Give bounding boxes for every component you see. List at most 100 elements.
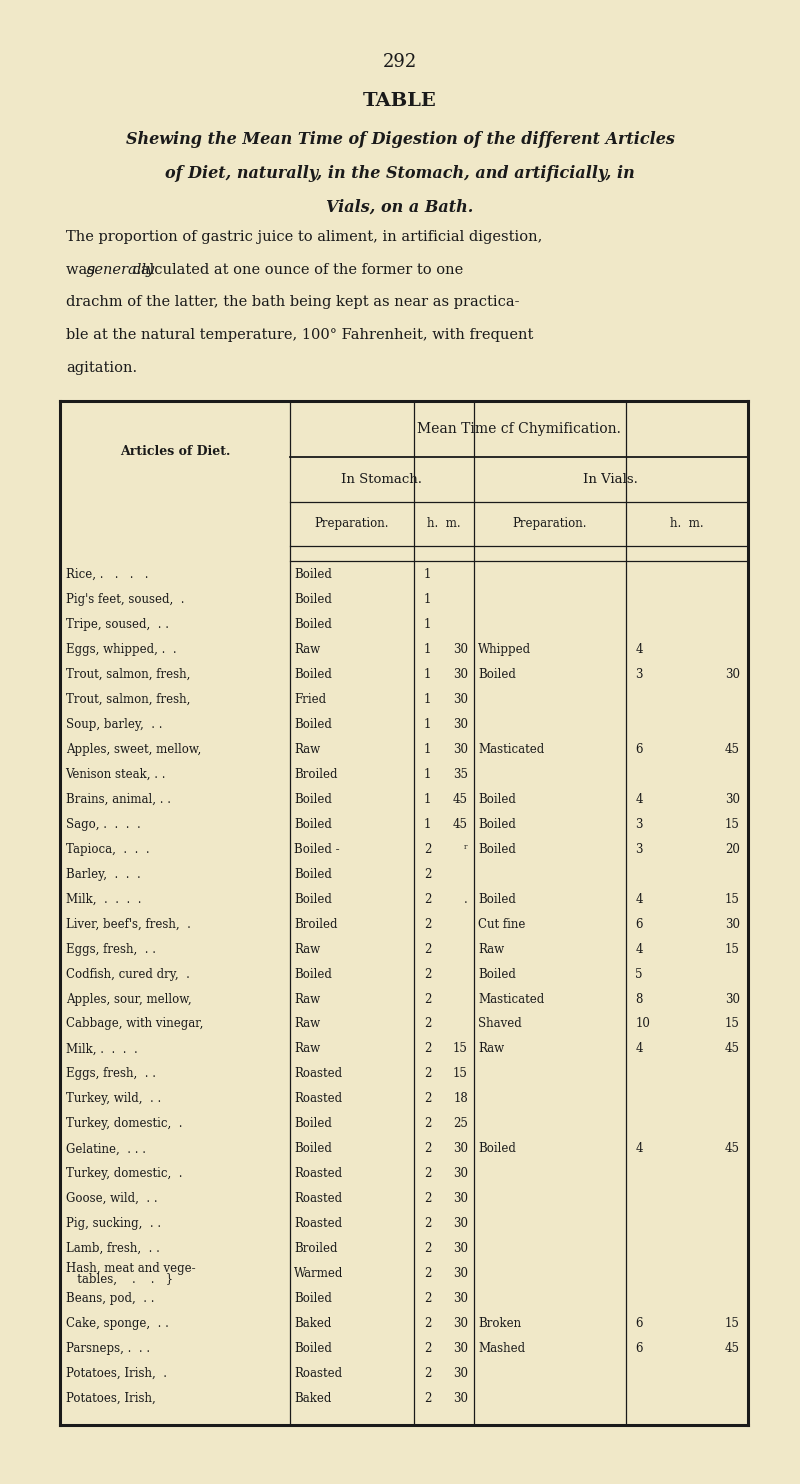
Text: 1: 1: [424, 568, 431, 582]
Text: 30: 30: [453, 693, 468, 706]
Text: 45: 45: [725, 1342, 740, 1355]
Text: Raw: Raw: [478, 942, 505, 956]
Text: 2: 2: [424, 993, 431, 1006]
Text: agitation.: agitation.: [66, 361, 138, 374]
Text: Broiled: Broiled: [294, 767, 338, 781]
Text: 2: 2: [424, 1168, 431, 1180]
Text: Pig's feet, soused,  .: Pig's feet, soused, .: [66, 594, 184, 605]
Text: 15: 15: [725, 893, 740, 905]
Text: .: .: [464, 893, 468, 905]
Text: Masticated: Masticated: [478, 993, 545, 1006]
Text: 2: 2: [424, 1018, 431, 1030]
Text: Tapioca,  .  .  .: Tapioca, . . .: [66, 843, 150, 856]
Text: Boiled: Boiled: [478, 968, 516, 981]
Text: Eggs, fresh,  . .: Eggs, fresh, . .: [66, 1067, 156, 1080]
Text: 15: 15: [453, 1067, 468, 1080]
Text: Raw: Raw: [478, 1042, 505, 1055]
Text: 30: 30: [453, 1342, 468, 1355]
Text: 25: 25: [453, 1117, 468, 1131]
Text: 30: 30: [725, 917, 740, 930]
Text: Gelatine,  . . .: Gelatine, . . .: [66, 1143, 146, 1156]
Text: 2: 2: [424, 1143, 431, 1156]
Text: 4: 4: [635, 893, 642, 905]
Text: 2: 2: [424, 917, 431, 930]
Text: Cabbage, with vinegar,: Cabbage, with vinegar,: [66, 1018, 203, 1030]
Text: 45: 45: [725, 1143, 740, 1156]
Text: Boiled: Boiled: [294, 668, 332, 681]
Text: Codfish, cured dry,  .: Codfish, cured dry, .: [66, 968, 190, 981]
Text: Milk, .  .  .  .: Milk, . . . .: [66, 1042, 138, 1055]
Text: 30: 30: [453, 1192, 468, 1205]
Text: 4: 4: [635, 1143, 642, 1156]
Text: 2: 2: [424, 1042, 431, 1055]
Text: Boiled: Boiled: [294, 868, 332, 880]
Text: 8: 8: [635, 993, 642, 1006]
Text: h.  m.: h. m.: [670, 518, 704, 530]
Text: Boiled: Boiled: [478, 668, 516, 681]
Text: Apples, sour, mellow,: Apples, sour, mellow,: [66, 993, 191, 1006]
Text: Turkey, wild,  . .: Turkey, wild, . .: [66, 1092, 161, 1106]
Text: 30: 30: [453, 1143, 468, 1156]
Text: Raw: Raw: [294, 942, 321, 956]
Text: 30: 30: [453, 1316, 468, 1330]
Text: tables,    .    .   }: tables, . . }: [66, 1273, 173, 1285]
Text: Eggs, whipped, .  .: Eggs, whipped, . .: [66, 643, 176, 656]
Text: 35: 35: [453, 767, 468, 781]
Text: 15: 15: [725, 1316, 740, 1330]
Text: 1: 1: [424, 792, 431, 806]
Text: Venison steak, . .: Venison steak, . .: [66, 767, 166, 781]
Text: 1: 1: [424, 767, 431, 781]
Text: Tripe, soused,  . .: Tripe, soused, . .: [66, 619, 169, 631]
Text: h.  m.: h. m.: [427, 518, 461, 530]
Text: Milk,  .  .  .  .: Milk, . . . .: [66, 893, 141, 905]
Text: In Vials.: In Vials.: [583, 473, 638, 485]
Text: 2: 2: [424, 1117, 431, 1131]
Text: In Stomach.: In Stomach.: [341, 473, 422, 485]
Text: Rice, .   .   .   .: Rice, . . . .: [66, 568, 148, 582]
Text: Boiled: Boiled: [294, 1143, 332, 1156]
Text: 45: 45: [725, 743, 740, 755]
Text: Roasted: Roasted: [294, 1217, 342, 1230]
Text: Raw: Raw: [294, 1042, 321, 1055]
Text: 6: 6: [635, 1316, 642, 1330]
Text: 45: 45: [453, 818, 468, 831]
Text: 1: 1: [424, 643, 431, 656]
Text: 2: 2: [424, 1367, 431, 1380]
Text: Boiled: Boiled: [478, 818, 516, 831]
Text: 45: 45: [453, 792, 468, 806]
Text: Boiled: Boiled: [294, 818, 332, 831]
Text: Eggs, fresh,  . .: Eggs, fresh, . .: [66, 942, 156, 956]
Text: Broken: Broken: [478, 1316, 522, 1330]
Text: Cake, sponge,  . .: Cake, sponge, . .: [66, 1316, 169, 1330]
Text: Liver, beef's, fresh,  .: Liver, beef's, fresh, .: [66, 917, 190, 930]
Text: Boiled: Boiled: [294, 893, 332, 905]
Text: Boiled: Boiled: [294, 792, 332, 806]
Text: Lamb, fresh,  . .: Lamb, fresh, . .: [66, 1242, 159, 1255]
Text: 2: 2: [424, 1067, 431, 1080]
Text: 2: 2: [424, 1242, 431, 1255]
Text: 2: 2: [424, 868, 431, 880]
Text: TABLE: TABLE: [363, 92, 437, 110]
Text: Raw: Raw: [294, 1018, 321, 1030]
Text: 30: 30: [725, 792, 740, 806]
Text: Shewing the Mean Time of Digestion of the different Articles: Shewing the Mean Time of Digestion of th…: [126, 131, 674, 147]
Text: Soup, barley,  . .: Soup, barley, . .: [66, 718, 162, 732]
Text: Roasted: Roasted: [294, 1092, 342, 1106]
Text: 15: 15: [725, 942, 740, 956]
Text: 4: 4: [635, 1042, 642, 1055]
Text: Articles of Diet.: Articles of Diet.: [120, 445, 230, 457]
Text: ʳ: ʳ: [464, 843, 468, 856]
Text: 2: 2: [424, 1217, 431, 1230]
Text: 20: 20: [725, 843, 740, 856]
Text: generally: generally: [86, 263, 154, 276]
Text: 30: 30: [453, 718, 468, 732]
Text: 30: 30: [453, 1392, 468, 1405]
Text: Boiled: Boiled: [478, 1143, 516, 1156]
Text: Brains, animal, . .: Brains, animal, . .: [66, 792, 170, 806]
Text: Beans, pod,  . .: Beans, pod, . .: [66, 1293, 154, 1304]
Text: Boiled: Boiled: [294, 1293, 332, 1304]
Text: 2: 2: [424, 968, 431, 981]
Text: Raw: Raw: [294, 743, 321, 755]
Text: 18: 18: [454, 1092, 468, 1106]
Text: Roasted: Roasted: [294, 1192, 342, 1205]
